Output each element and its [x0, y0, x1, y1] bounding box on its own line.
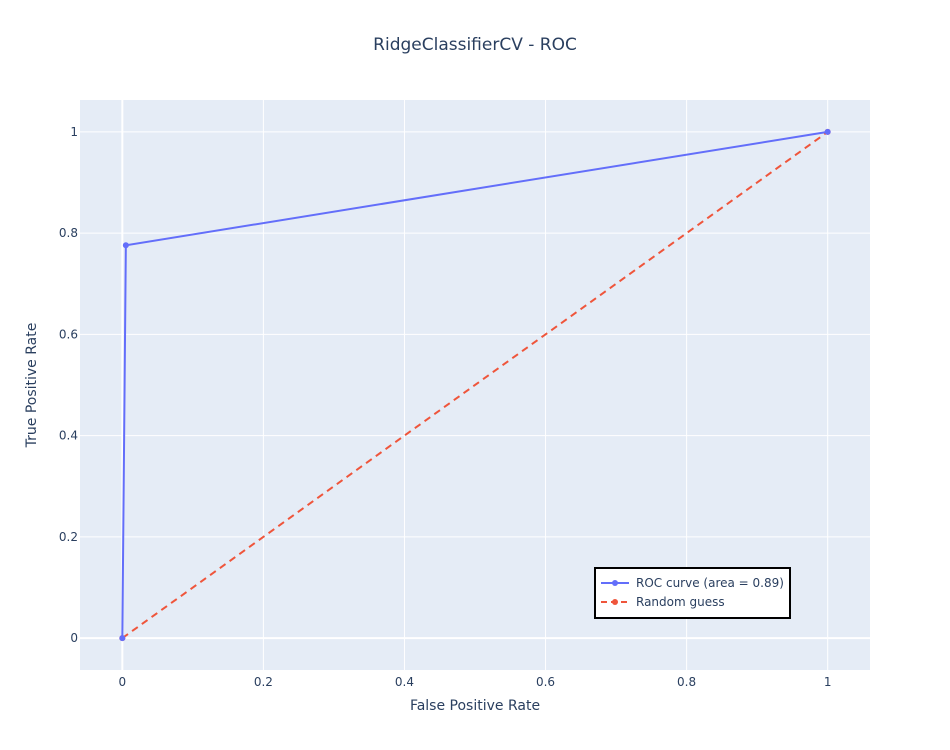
series-line-random [121, 131, 829, 639]
legend-marker-roc [612, 580, 618, 586]
x-axis-title: False Positive Rate [410, 698, 540, 714]
legend-label-random: Random guess [636, 595, 725, 609]
y-tick-label: 0.8 [59, 226, 78, 240]
legend: ROC curve (area = 0.89) Random guess [594, 567, 791, 619]
x-tick-label: 0.2 [254, 675, 273, 689]
grid-layer [80, 100, 870, 670]
y-tick-label: 0.4 [59, 429, 78, 443]
x-tick-label: 0.4 [395, 675, 414, 689]
y-axis-title: True Positive Rate [24, 323, 40, 449]
legend-box [594, 567, 791, 619]
chart-title: RidgeClassifierCV - ROC [373, 35, 577, 55]
x-tick-label: 1 [824, 675, 832, 689]
legend-item-roc: ROC curve (area = 0.89) [601, 576, 784, 590]
data-point-roc [824, 128, 831, 135]
y-tick-label: 0 [70, 631, 78, 645]
legend-marker-random [612, 599, 618, 605]
y-tick-label: 0.2 [59, 530, 78, 544]
legend-item-random: Random guess [601, 595, 725, 609]
x-tick-label: 0.6 [536, 675, 555, 689]
x-tick-label: 0.8 [677, 675, 696, 689]
series-layer [119, 128, 831, 642]
x-tick-label: 0 [119, 675, 127, 689]
y-tick-label: 1 [70, 125, 78, 139]
ticks-layer: 0 0.2 0.4 0.6 0.8 1 0 0.2 0.4 0.6 0.8 1 [59, 125, 832, 689]
legend-label-roc: ROC curve (area = 0.89) [636, 576, 784, 590]
data-point-roc [122, 242, 129, 249]
y-tick-label: 0.6 [59, 327, 78, 341]
data-point-roc [119, 635, 126, 642]
